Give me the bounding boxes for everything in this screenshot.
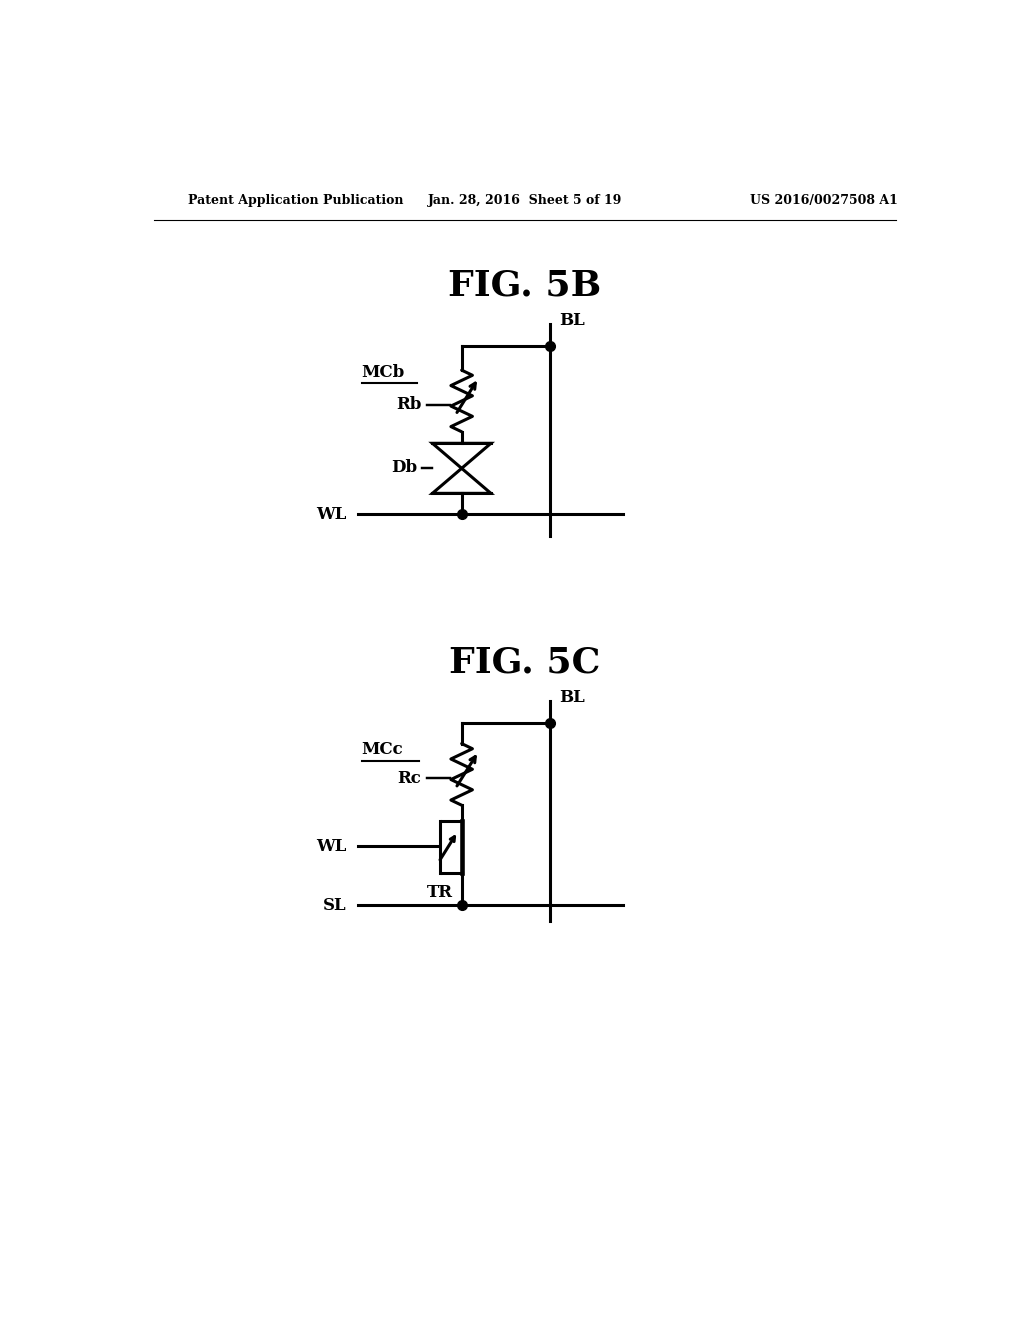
Text: Db: Db bbox=[391, 459, 417, 477]
Text: FIG. 5C: FIG. 5C bbox=[450, 645, 600, 680]
Text: Rb: Rb bbox=[396, 396, 422, 413]
Text: Patent Application Publication: Patent Application Publication bbox=[188, 194, 403, 207]
Text: Rc: Rc bbox=[397, 770, 422, 787]
Text: MCc: MCc bbox=[361, 742, 403, 758]
Text: BL: BL bbox=[559, 689, 585, 706]
Text: BL: BL bbox=[559, 312, 585, 329]
Text: TR: TR bbox=[427, 883, 453, 900]
Text: MCb: MCb bbox=[361, 364, 404, 381]
Text: FIG. 5B: FIG. 5B bbox=[449, 268, 601, 302]
Text: Jan. 28, 2016  Sheet 5 of 19: Jan. 28, 2016 Sheet 5 of 19 bbox=[428, 194, 622, 207]
Text: SL: SL bbox=[323, 896, 346, 913]
Text: WL: WL bbox=[315, 506, 346, 523]
Text: WL: WL bbox=[315, 837, 346, 854]
Text: US 2016/0027508 A1: US 2016/0027508 A1 bbox=[750, 194, 897, 207]
